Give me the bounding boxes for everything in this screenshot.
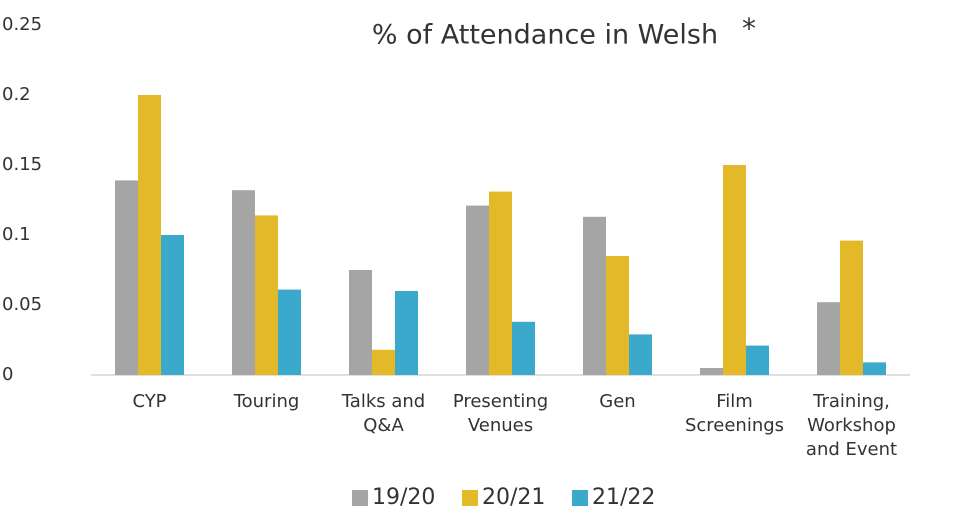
bar [817,302,840,375]
bar [232,190,255,375]
legend-label: 21/22 [592,485,655,510]
bar [629,334,652,375]
legend-label: 20/21 [482,485,545,510]
y-tick-label: 0.25 [2,14,42,35]
bar [606,256,629,375]
x-tick-label: Film Screenings [684,391,785,436]
bar [395,291,418,375]
bar [863,362,886,375]
bar [583,216,606,375]
chart-title: % of Attendance in Welsh [372,20,718,51]
legend-swatch [462,490,478,506]
bar [466,205,489,375]
annotation: * [742,12,756,45]
x-tick-label: Talks and Q&A [341,391,426,436]
x-tick-label: CYP [132,391,167,412]
bar [161,235,184,375]
x-tick-label: Gen [599,391,636,412]
x-tick-label: Presenting Venues [452,391,549,436]
bar [349,270,372,375]
bar [700,368,723,375]
bar [840,240,863,375]
bar [746,345,769,375]
bar [138,95,161,375]
bar [278,289,301,375]
x-tick-label: Touring [233,391,300,412]
y-tick-label: 0.15 [2,154,42,175]
bar [489,191,512,375]
y-tick-label: 0.1 [2,224,31,245]
bar [512,321,535,375]
legend-label: 19/20 [372,485,435,510]
bar [723,165,746,375]
y-tick-label: 0.05 [2,294,42,315]
bar [372,349,395,375]
legend-swatch [352,490,368,506]
bar [255,215,278,375]
y-tick-label: 0 [2,364,13,385]
legend-swatch [572,490,588,506]
bar [115,180,138,375]
x-tick-label: Training, Workshop and Event [805,391,898,460]
y-tick-label: 0.2 [2,84,31,105]
